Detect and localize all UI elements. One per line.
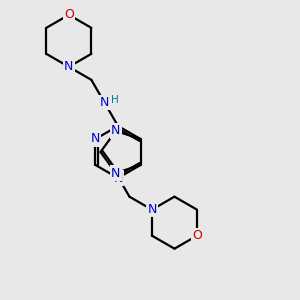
Text: O: O [64, 8, 74, 21]
Text: N: N [111, 124, 121, 137]
Text: N: N [147, 203, 157, 216]
Text: H: H [111, 95, 119, 105]
Text: N: N [111, 167, 121, 179]
Text: N: N [113, 172, 123, 184]
Text: O: O [192, 229, 202, 242]
Text: N: N [64, 60, 74, 73]
Text: N: N [100, 96, 109, 109]
Text: N: N [91, 133, 100, 146]
